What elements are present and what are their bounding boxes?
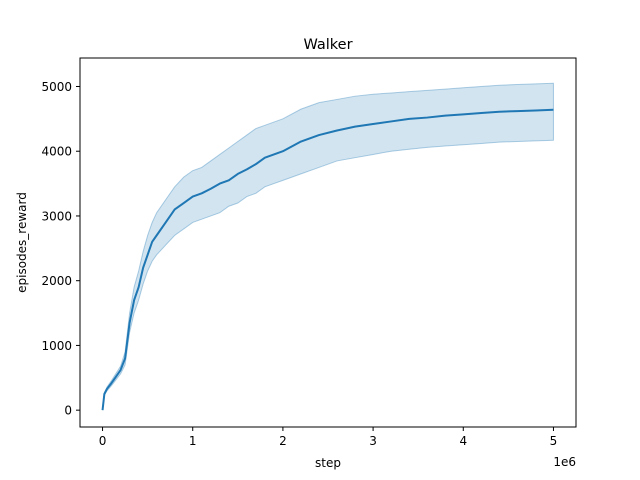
x-tick-label: 5 — [550, 434, 558, 448]
axes-frame — [79, 57, 577, 428]
y-tick-label: 5000 — [41, 80, 72, 94]
y-axis-title: episodes_reward — [15, 192, 29, 293]
chart-title: Walker — [303, 37, 352, 53]
y-axis-ticks: 0 1000 2000 3000 4000 5000 — [41, 80, 80, 418]
x-tick-label: 0 — [99, 434, 107, 448]
x-axis-ticks: 0 1 2 3 4 5 — [99, 427, 558, 448]
x-tick-label: 4 — [459, 434, 467, 448]
x-tick-label: 3 — [369, 434, 377, 448]
x-axis-title: step — [315, 456, 341, 470]
y-tick-label: 2000 — [41, 274, 72, 288]
y-tick-label: 0 — [64, 404, 72, 418]
y-tick-label: 3000 — [41, 209, 72, 223]
x-tick-label: 1 — [189, 434, 197, 448]
x-axis-offset-label: 1e6 — [553, 455, 576, 469]
x-tick-label: 2 — [279, 434, 287, 448]
y-tick-label: 1000 — [41, 339, 72, 353]
plot-area — [101, 82, 554, 411]
y-tick-label: 4000 — [41, 145, 72, 159]
std-band — [102, 82, 554, 411]
mean-line — [101, 108, 554, 411]
